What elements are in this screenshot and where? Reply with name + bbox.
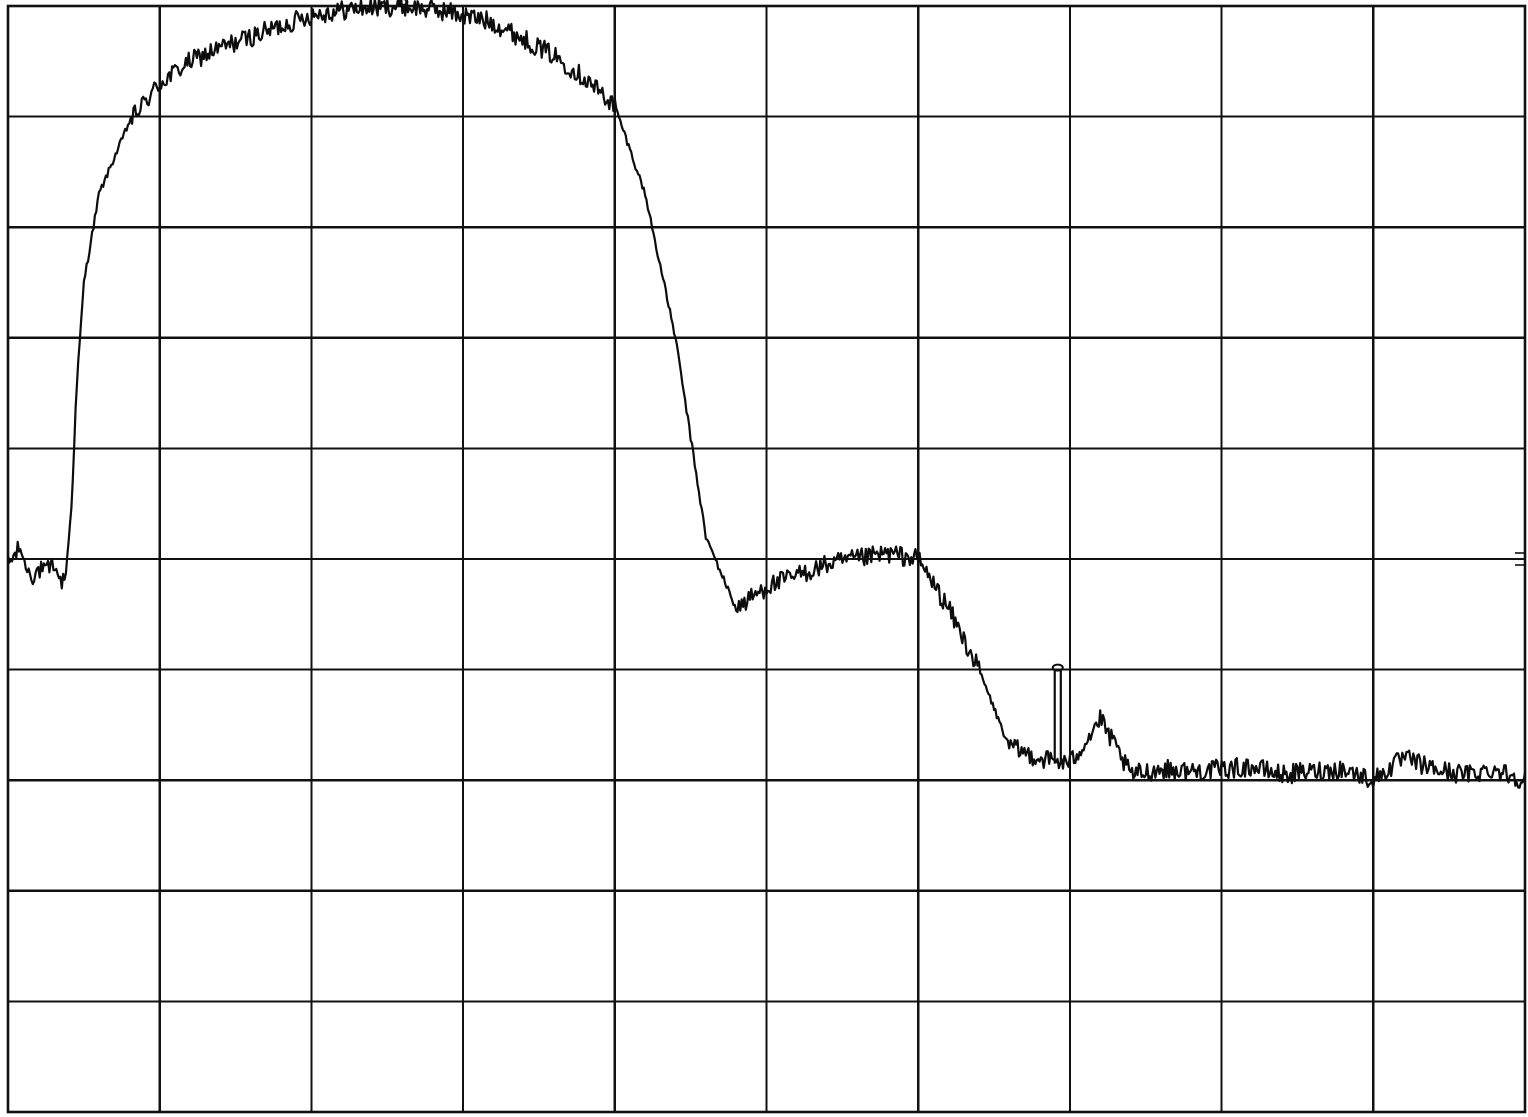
peak-marker-main (396, 0, 409, 6)
trace-markers (396, 0, 1525, 764)
gridlines (8, 6, 1525, 1112)
spur-marker (1051, 663, 1064, 672)
series-line (6, 0, 1527, 789)
